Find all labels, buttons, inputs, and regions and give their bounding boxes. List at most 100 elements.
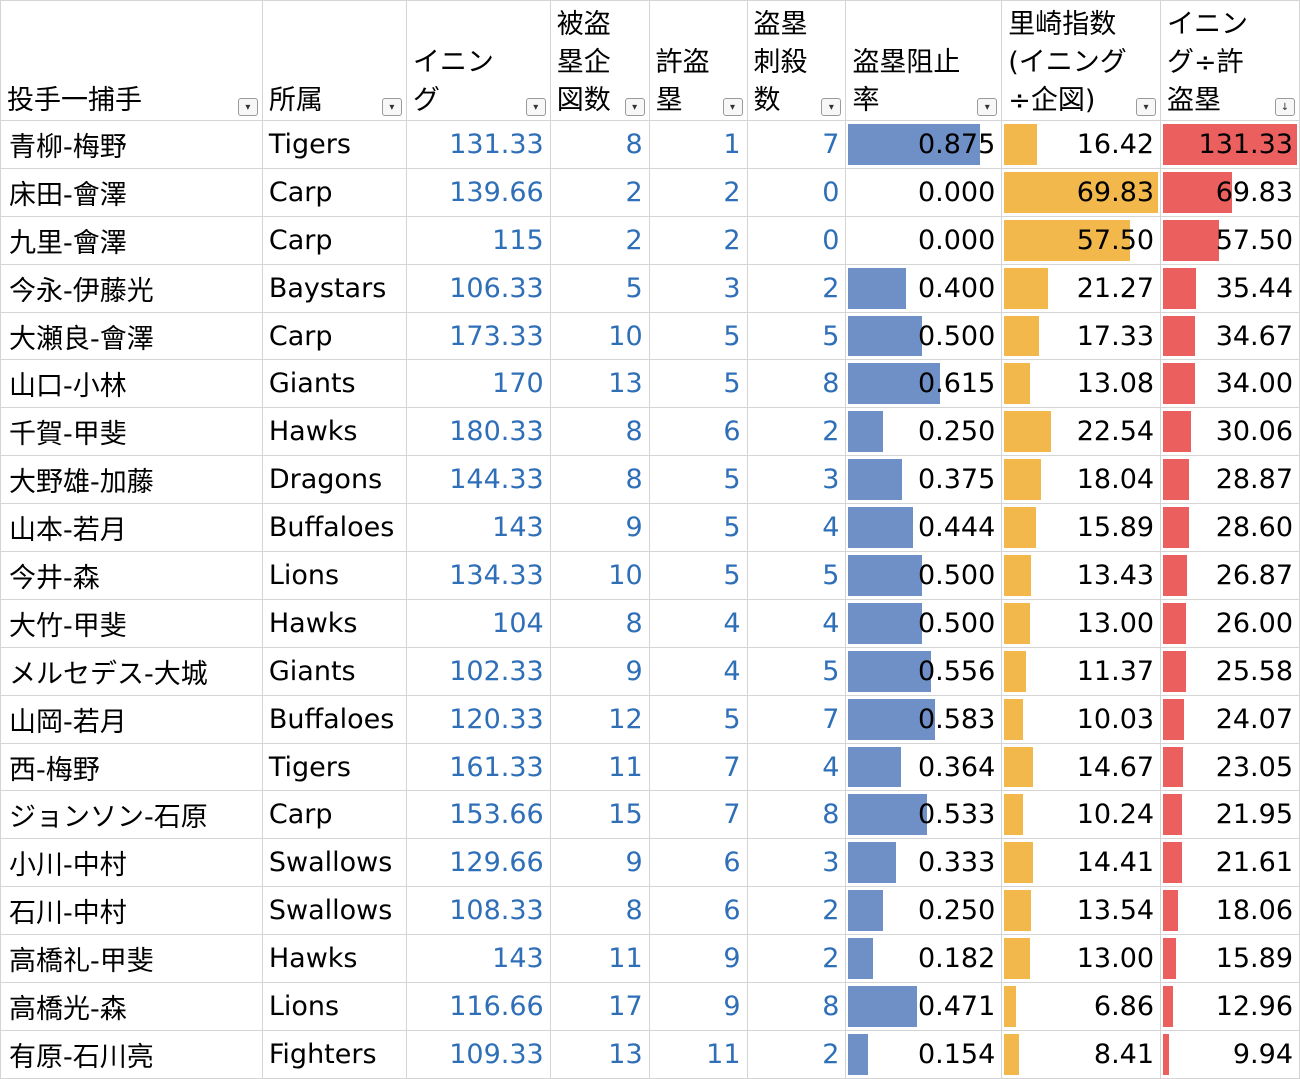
cell-attempts[interactable]: 11 [549,934,650,984]
cell-team[interactable]: Lions [261,982,407,1031]
filter-dropdown-icon[interactable]: ▾ [1136,98,1157,116]
cell-allowed[interactable]: 1 [648,120,748,169]
cell-innings[interactable]: 170 [405,359,551,409]
cell-rate[interactable]: 0.333 [845,838,1003,888]
cell-caught[interactable]: 2 [746,1029,847,1079]
cell-attempts[interactable]: 2 [549,167,650,217]
cell-caught[interactable]: 2 [746,407,847,457]
cell-team[interactable]: Tigers [261,742,407,792]
cell-ipsb[interactable]: 9.94 [1160,1029,1300,1079]
cell-satozaki[interactable]: 14.67 [1001,742,1162,792]
cell-rate[interactable]: 0.364 [845,742,1003,792]
cell-caught[interactable]: 3 [746,838,847,888]
cell-ipsb[interactable]: 15.89 [1160,934,1300,984]
cell-allowed[interactable]: 3 [648,263,748,313]
cell-ipsb[interactable]: 69.83 [1160,167,1300,217]
cell-satozaki[interactable]: 15.89 [1001,503,1162,553]
cell-innings[interactable]: 134.33 [405,551,551,600]
cell-allowed[interactable]: 6 [648,407,748,457]
cell-rate[interactable]: 0.444 [845,503,1003,553]
cell-satozaki[interactable]: 13.08 [1001,359,1162,409]
cell-pair[interactable]: 床田-會澤 [0,167,263,217]
filter-dropdown-icon[interactable]: ▾ [821,98,842,116]
cell-team[interactable]: Buffaloes [261,503,407,553]
cell-satozaki[interactable]: 13.00 [1001,934,1162,984]
cell-allowed[interactable]: 6 [648,886,748,936]
cell-allowed[interactable]: 5 [648,551,748,600]
cell-innings[interactable]: 129.66 [405,838,551,888]
cell-team[interactable]: Swallows [261,838,407,888]
cell-ipsb[interactable]: 35.44 [1160,263,1300,313]
cell-attempts[interactable]: 9 [549,646,650,696]
cell-team[interactable]: Carp [261,311,407,361]
cell-innings[interactable]: 108.33 [405,886,551,936]
cell-innings[interactable]: 143 [405,934,551,984]
cell-satozaki[interactable]: 13.54 [1001,886,1162,936]
cell-rate[interactable]: 0.471 [845,982,1003,1031]
cell-satozaki[interactable]: 69.83 [1001,167,1162,217]
cell-rate[interactable]: 0.250 [845,886,1003,936]
cell-allowed[interactable]: 2 [648,167,748,217]
cell-innings[interactable]: 153.66 [405,790,551,840]
cell-attempts[interactable]: 8 [549,120,650,169]
cell-allowed[interactable]: 11 [648,1029,748,1079]
cell-team[interactable]: Tigers [261,120,407,169]
cell-rate[interactable]: 0.500 [845,598,1003,648]
cell-caught[interactable]: 2 [746,886,847,936]
cell-team[interactable]: Giants [261,646,407,696]
cell-ipsb[interactable]: 28.60 [1160,503,1300,553]
cell-innings[interactable]: 173.33 [405,311,551,361]
cell-attempts[interactable]: 17 [549,982,650,1031]
cell-innings[interactable]: 144.33 [405,455,551,505]
cell-pair[interactable]: メルセデス-大城 [0,646,263,696]
cell-team[interactable]: Swallows [261,886,407,936]
cell-rate[interactable]: 0.400 [845,263,1003,313]
cell-caught[interactable]: 8 [746,359,847,409]
cell-satozaki[interactable]: 10.03 [1001,694,1162,744]
cell-pair[interactable]: 九里-會澤 [0,215,263,265]
cell-satozaki[interactable]: 6.86 [1001,982,1162,1031]
cell-attempts[interactable]: 8 [549,598,650,648]
cell-attempts[interactable]: 10 [549,311,650,361]
cell-team[interactable]: Baystars [261,263,407,313]
cell-ipsb[interactable]: 23.05 [1160,742,1300,792]
cell-pair[interactable]: ジョンソン-石原 [0,790,263,840]
cell-allowed[interactable]: 5 [648,455,748,505]
cell-innings[interactable]: 120.33 [405,694,551,744]
cell-team[interactable]: Giants [261,359,407,409]
cell-satozaki[interactable]: 14.41 [1001,838,1162,888]
cell-ipsb[interactable]: 21.95 [1160,790,1300,840]
cell-team[interactable]: Hawks [261,934,407,984]
cell-innings[interactable]: 115 [405,215,551,265]
cell-satozaki[interactable]: 18.04 [1001,455,1162,505]
cell-satozaki[interactable]: 13.00 [1001,598,1162,648]
cell-ipsb[interactable]: 57.50 [1160,215,1300,265]
cell-pair[interactable]: 西-梅野 [0,742,263,792]
cell-allowed[interactable]: 9 [648,934,748,984]
cell-satozaki[interactable]: 17.33 [1001,311,1162,361]
cell-pair[interactable]: 高橋光-森 [0,982,263,1031]
cell-attempts[interactable]: 9 [549,838,650,888]
cell-caught[interactable]: 4 [746,598,847,648]
cell-innings[interactable]: 106.33 [405,263,551,313]
cell-caught[interactable]: 2 [746,263,847,313]
cell-caught[interactable]: 0 [746,167,847,217]
cell-team[interactable]: Hawks [261,407,407,457]
cell-rate[interactable]: 0.615 [845,359,1003,409]
cell-caught[interactable]: 2 [746,934,847,984]
cell-allowed[interactable]: 5 [648,311,748,361]
cell-allowed[interactable]: 2 [648,215,748,265]
cell-caught[interactable]: 7 [746,694,847,744]
cell-ipsb[interactable]: 30.06 [1160,407,1300,457]
filter-dropdown-icon[interactable]: ▾ [977,98,998,116]
cell-caught[interactable]: 3 [746,455,847,505]
cell-attempts[interactable]: 8 [549,886,650,936]
cell-allowed[interactable]: 5 [648,359,748,409]
cell-rate[interactable]: 0.875 [845,120,1003,169]
cell-ipsb[interactable]: 34.67 [1160,311,1300,361]
cell-rate[interactable]: 0.533 [845,790,1003,840]
cell-pair[interactable]: 山本-若月 [0,503,263,553]
cell-allowed[interactable]: 7 [648,790,748,840]
cell-satozaki[interactable]: 16.42 [1001,120,1162,169]
cell-caught[interactable]: 5 [746,311,847,361]
